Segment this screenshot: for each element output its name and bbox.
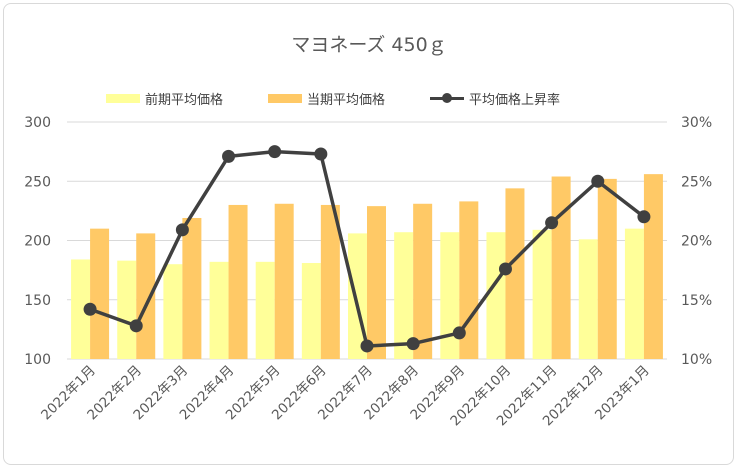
- y2-axis-tick-label: 25%: [681, 174, 712, 190]
- bar-prev-avg-price: [394, 232, 414, 359]
- line-point-price-increase-rate: [498, 262, 512, 276]
- bar-curr-avg-price: [228, 204, 248, 359]
- line-point-price-increase-rate: [129, 319, 143, 333]
- y-axis-tick-label: 200: [24, 234, 51, 250]
- y2-axis-tick-label: 15%: [681, 293, 712, 309]
- y-axis-tick-label: 100: [24, 352, 51, 368]
- bar-prev-avg-price: [163, 264, 183, 359]
- y2-axis-tick-label: 30%: [681, 115, 712, 131]
- legend-item-prev-avg-price: 前期平均価格: [106, 88, 223, 108]
- legend-line-marker: [430, 90, 464, 106]
- bar-curr-avg-price: [643, 174, 663, 359]
- bar-prev-avg-price: [624, 228, 644, 359]
- legend-item-price-increase-rate: 平均価格上昇率: [430, 88, 560, 108]
- line-point-price-increase-rate: [314, 147, 328, 161]
- bar-curr-avg-price: [551, 176, 571, 359]
- bar-curr-avg-price: [274, 203, 294, 359]
- line-point-price-increase-rate: [637, 210, 651, 224]
- bar-curr-avg-price: [367, 206, 386, 359]
- y2-axis-tick-label: 20%: [681, 234, 712, 250]
- y-axis-tick-label: 250: [24, 174, 51, 190]
- bar-curr-avg-price: [182, 217, 202, 359]
- bar-prev-avg-price: [255, 261, 275, 359]
- line-point-price-increase-rate: [452, 326, 466, 340]
- chart-legend: 前期平均価格 当期平均価格 平均価格上昇率: [0, 88, 738, 108]
- legend-swatch-prev-avg-price: [106, 93, 140, 103]
- y-axis-tick-label: 300: [24, 115, 51, 131]
- bar-curr-avg-price: [597, 178, 617, 359]
- y-axis-tick-label: 150: [24, 293, 51, 309]
- line-point-price-increase-rate: [545, 216, 559, 230]
- bar-prev-avg-price: [71, 259, 91, 359]
- bar-prev-avg-price: [440, 232, 460, 359]
- bar-prev-avg-price: [532, 229, 552, 359]
- bar-curr-avg-price: [413, 203, 433, 359]
- line-point-price-increase-rate: [175, 223, 189, 237]
- line-point-price-increase-rate: [591, 174, 605, 188]
- y2-axis-tick-label: 10%: [681, 352, 712, 368]
- bar-prev-avg-price: [486, 232, 506, 359]
- line-point-price-increase-rate: [360, 339, 374, 353]
- bar-prev-avg-price: [209, 261, 229, 359]
- chart-title: マヨネーズ 450ｇ: [291, 34, 447, 56]
- bar-prev-avg-price: [578, 239, 598, 359]
- bar-curr-avg-price: [459, 201, 479, 359]
- legend-label-prev-avg-price: 前期平均価格: [145, 92, 224, 108]
- bar-curr-avg-price: [505, 188, 525, 359]
- bar-prev-avg-price: [117, 260, 137, 359]
- bar-prev-avg-price: [301, 263, 321, 359]
- legend-item-curr-avg-price: 当期平均価格: [268, 88, 385, 108]
- line-point-price-increase-rate: [268, 145, 282, 159]
- bar-curr-avg-price: [90, 228, 110, 359]
- line-point-price-increase-rate: [83, 302, 97, 316]
- line-point-price-increase-rate: [406, 337, 420, 351]
- line-point-price-increase-rate: [222, 149, 236, 163]
- bar-curr-avg-price: [320, 204, 340, 359]
- legend-label-price-increase-rate: 平均価格上昇率: [469, 92, 561, 108]
- legend-label-curr-avg-price: 当期平均価格: [307, 92, 386, 108]
- legend-swatch-curr-avg-price: [268, 93, 302, 103]
